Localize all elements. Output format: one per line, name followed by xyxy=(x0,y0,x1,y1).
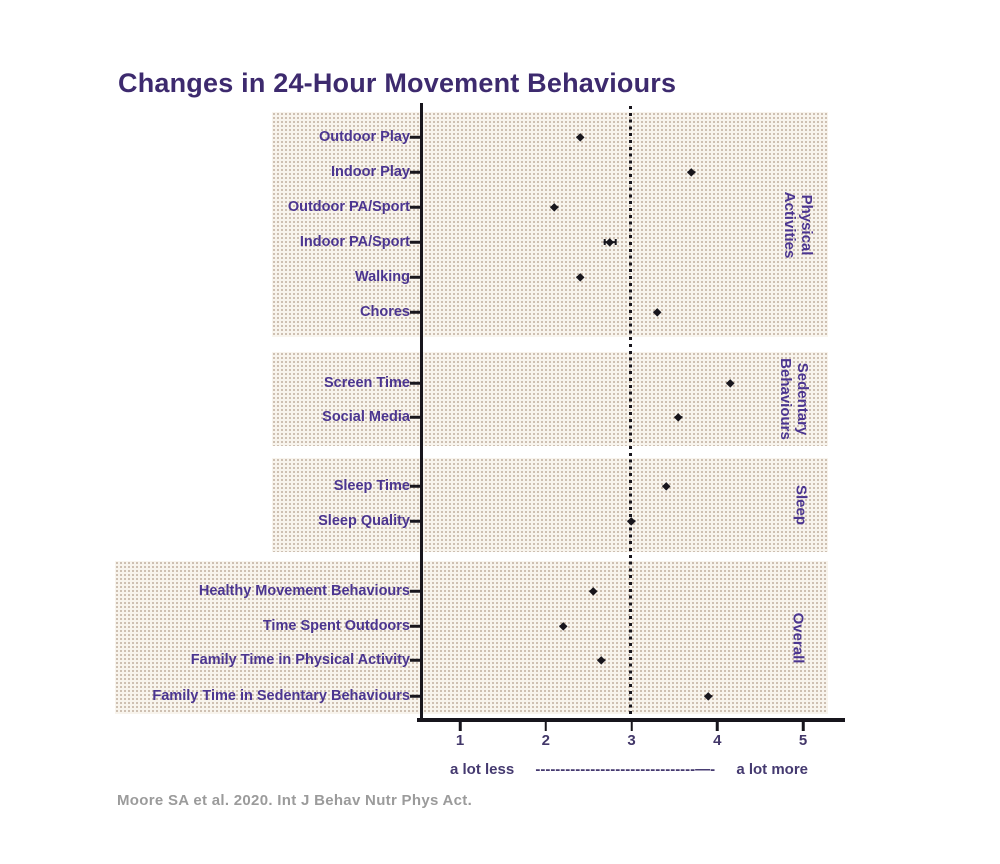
data-point-social-media xyxy=(674,413,683,421)
point-marker xyxy=(606,238,614,246)
section-band-sleep xyxy=(272,458,828,552)
point-marker xyxy=(726,379,734,387)
y-tick xyxy=(410,694,420,698)
data-point-indoor-play xyxy=(687,168,696,176)
y-tick xyxy=(410,240,420,244)
x-tick-label-3: 3 xyxy=(627,732,636,749)
x-axis-line xyxy=(417,718,845,722)
y-tick xyxy=(410,310,420,314)
a-lot-more-label: a lot more xyxy=(736,761,808,778)
y-tick xyxy=(410,415,420,419)
point-marker xyxy=(550,203,559,211)
data-point-family-time-in-sedentary-behaviours xyxy=(704,692,713,700)
row-label-healthy-movement-behaviours: Healthy Movement Behaviours xyxy=(198,583,410,599)
data-point-indoor-pa-sport xyxy=(603,238,617,246)
point-marker xyxy=(687,168,696,176)
y-tick xyxy=(410,589,420,593)
y-tick xyxy=(410,135,420,139)
section-label-sleep: Sleep xyxy=(792,484,810,526)
point-marker xyxy=(576,133,584,141)
x-tick-3 xyxy=(630,722,633,731)
row-label-outdoor-play: Outdoor Play xyxy=(318,129,410,145)
x-tick-label-1: 1 xyxy=(455,732,465,749)
row-label-screen-time: Screen Time xyxy=(324,375,410,391)
x-tick-label-4: 4 xyxy=(713,732,722,749)
x-tick-4 xyxy=(716,722,719,731)
x-tick-1 xyxy=(458,722,462,731)
data-point-outdoor-pa-sport xyxy=(550,203,559,211)
data-point-healthy-movement-behaviours xyxy=(589,587,597,595)
data-point-time-spent-outdoors xyxy=(559,622,567,630)
row-label-time-spent-outdoors: Time Spent Outdoors xyxy=(262,618,410,634)
y-tick xyxy=(410,170,420,174)
x-tick-5 xyxy=(801,722,805,731)
point-marker xyxy=(653,308,662,316)
section-label-sedentary-behaviours: Sedentary Behaviours xyxy=(777,358,811,440)
y-tick xyxy=(410,484,420,488)
point-marker xyxy=(576,273,584,281)
error-cap-right xyxy=(614,239,617,245)
row-label-family-time-in-sedentary-behaviours: Family Time in Sedentary Behaviours xyxy=(152,688,410,704)
data-point-sleep-time xyxy=(661,482,670,490)
row-label-walking: Walking xyxy=(354,269,410,285)
row-label-sleep-quality: Sleep Quality xyxy=(318,513,410,529)
point-marker xyxy=(674,413,683,421)
row-label-outdoor-pa-sport: Outdoor PA/Sport xyxy=(287,199,410,215)
section-label-overall: Overall xyxy=(789,612,807,663)
citation-text: Moore SA et al. 2020. Int J Behav Nutr P… xyxy=(117,792,473,809)
row-label-indoor-pa-sport: Indoor PA/Sport xyxy=(299,234,410,250)
annotation-dashes: --------------------------------—- xyxy=(535,761,716,778)
point-marker xyxy=(589,587,597,595)
y-tick xyxy=(410,624,420,628)
data-point-family-time-in-physical-activity xyxy=(597,656,606,664)
row-label-social-media: Social Media xyxy=(322,409,410,425)
y-tick xyxy=(410,275,420,279)
row-label-family-time-in-physical-activity: Family Time in Physical Activity xyxy=(190,652,410,668)
section-band-sedentary-behaviours xyxy=(272,352,828,446)
y-tick xyxy=(410,381,420,385)
data-point-outdoor-play xyxy=(576,133,584,141)
point-marker xyxy=(559,622,567,630)
x-axis-annotation: a lot less -----------------------------… xyxy=(450,761,808,778)
y-axis-line xyxy=(419,103,423,722)
x-tick-label-5: 5 xyxy=(798,732,808,749)
y-tick xyxy=(410,519,420,523)
error-cap-left xyxy=(603,239,606,245)
x-tick-2 xyxy=(544,722,547,731)
y-tick xyxy=(410,205,420,209)
chart-title: Changes in 24-Hour Movement Behaviours xyxy=(118,68,677,98)
section-band-physical-activities xyxy=(272,112,828,337)
reference-line-x3 xyxy=(629,106,632,720)
y-tick xyxy=(410,658,420,662)
section-band-overall xyxy=(115,561,828,714)
data-point-screen-time xyxy=(726,379,734,387)
data-point-walking xyxy=(576,273,584,281)
row-label-sleep-time: Sleep Time xyxy=(333,478,410,494)
section-label-physical-activities: Physical Activities xyxy=(781,191,815,258)
point-marker xyxy=(661,482,670,490)
row-label-indoor-play: Indoor Play xyxy=(331,164,410,180)
point-marker xyxy=(597,656,606,664)
data-point-chores xyxy=(653,308,662,316)
x-tick-label-2: 2 xyxy=(541,732,550,749)
point-marker xyxy=(704,692,713,700)
row-label-chores: Chores xyxy=(360,304,410,320)
a-lot-less-label: a lot less xyxy=(450,761,515,778)
